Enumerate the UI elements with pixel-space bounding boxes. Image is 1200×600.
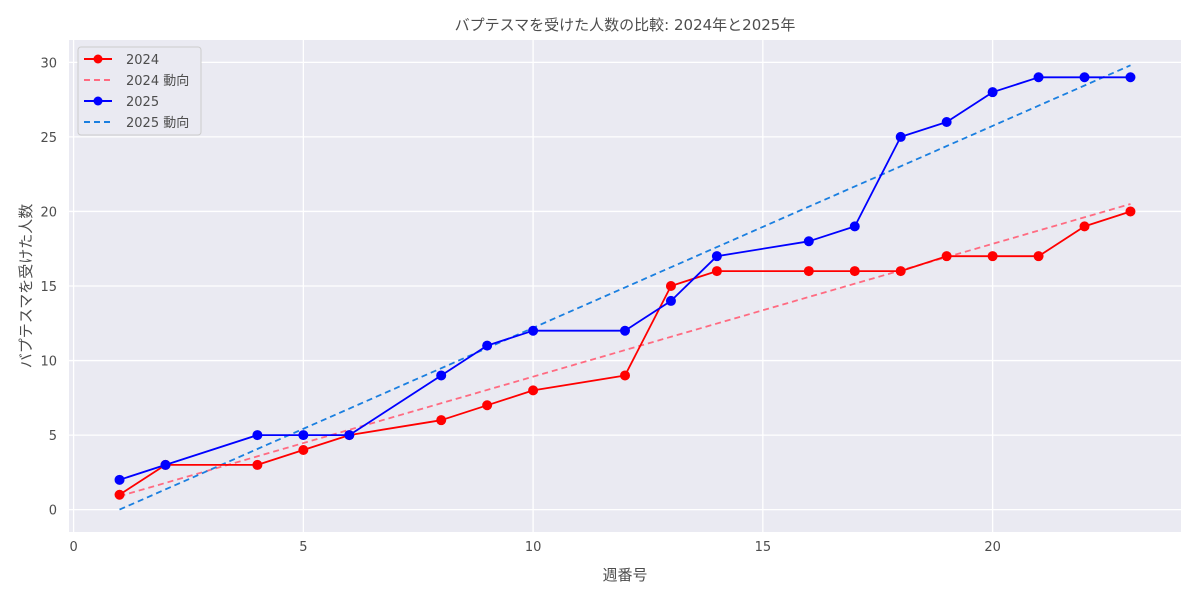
data-point — [344, 430, 355, 441]
y-tick-label: 25 — [40, 131, 57, 146]
data-point — [711, 251, 722, 262]
y-tick-label: 15 — [40, 280, 57, 295]
y-axis-label: バプテスマを受けた人数 — [17, 204, 35, 369]
data-point — [987, 87, 998, 98]
y-tick-label: 20 — [40, 205, 57, 220]
y-tick-label: 5 — [49, 429, 57, 444]
data-point — [1033, 251, 1044, 262]
data-point — [849, 221, 860, 232]
data-point — [252, 430, 263, 441]
legend-box — [77, 46, 202, 136]
series-trend-2024--1 — [119, 203, 1131, 498]
data-point — [1079, 72, 1090, 83]
y-tick-label: 30 — [40, 56, 57, 71]
data-point — [252, 459, 263, 470]
data-point — [482, 400, 493, 411]
data-point — [665, 281, 676, 291]
legend-label-2024: 2024 — [126, 53, 159, 68]
x-tick-label: 20 — [984, 540, 1001, 555]
data-point — [1125, 206, 1136, 217]
data-point — [482, 340, 493, 351]
data-point — [941, 117, 952, 127]
data-point — [160, 459, 171, 470]
data-point — [987, 251, 998, 262]
legend-label-2025-trend: 2025 動向 — [126, 115, 189, 131]
y-tick-label: 10 — [40, 355, 57, 370]
grid — [69, 40, 1181, 532]
x-tick-label: 10 — [525, 540, 542, 555]
data-point — [895, 131, 906, 142]
legend-marker-2025 — [93, 96, 103, 106]
legend-marker-2024 — [93, 54, 103, 64]
x-axis-label: 週番号 — [602, 566, 647, 584]
data-point — [849, 266, 860, 277]
legend-label-2024-trend: 2024 動向 — [126, 73, 189, 89]
y-tick-label: 0 — [49, 504, 57, 519]
x-tick-label: 5 — [299, 540, 307, 555]
trend-line — [119, 203, 1131, 498]
legend-label-2025: 2025 — [126, 95, 159, 110]
data-point — [665, 295, 676, 306]
legend: 2024 2024 動向 2025 2025 動向 — [77, 46, 202, 136]
data-point — [1125, 72, 1136, 83]
data-point — [436, 370, 447, 381]
data-point — [114, 474, 125, 485]
data-point — [114, 489, 125, 500]
data-point — [528, 385, 539, 396]
data-point — [711, 266, 722, 277]
data-point — [1033, 72, 1044, 83]
data-point — [436, 415, 447, 426]
x-tick-label: 15 — [755, 540, 772, 555]
data-point — [298, 430, 309, 441]
x-tick-label: 0 — [69, 540, 77, 555]
series-2025-2 — [114, 72, 1136, 485]
data-point — [803, 236, 814, 247]
series-layer — [114, 64, 1136, 511]
data-point — [620, 370, 630, 381]
data-point — [528, 325, 539, 336]
data-point — [895, 266, 906, 277]
data-point — [1079, 221, 1090, 232]
chart-title: バプテスマを受けた人数の比較: 2024年と2025年 — [455, 16, 796, 34]
data-point — [803, 266, 814, 277]
data-point — [941, 251, 952, 262]
data-point — [620, 325, 630, 336]
data-point — [298, 445, 309, 455]
